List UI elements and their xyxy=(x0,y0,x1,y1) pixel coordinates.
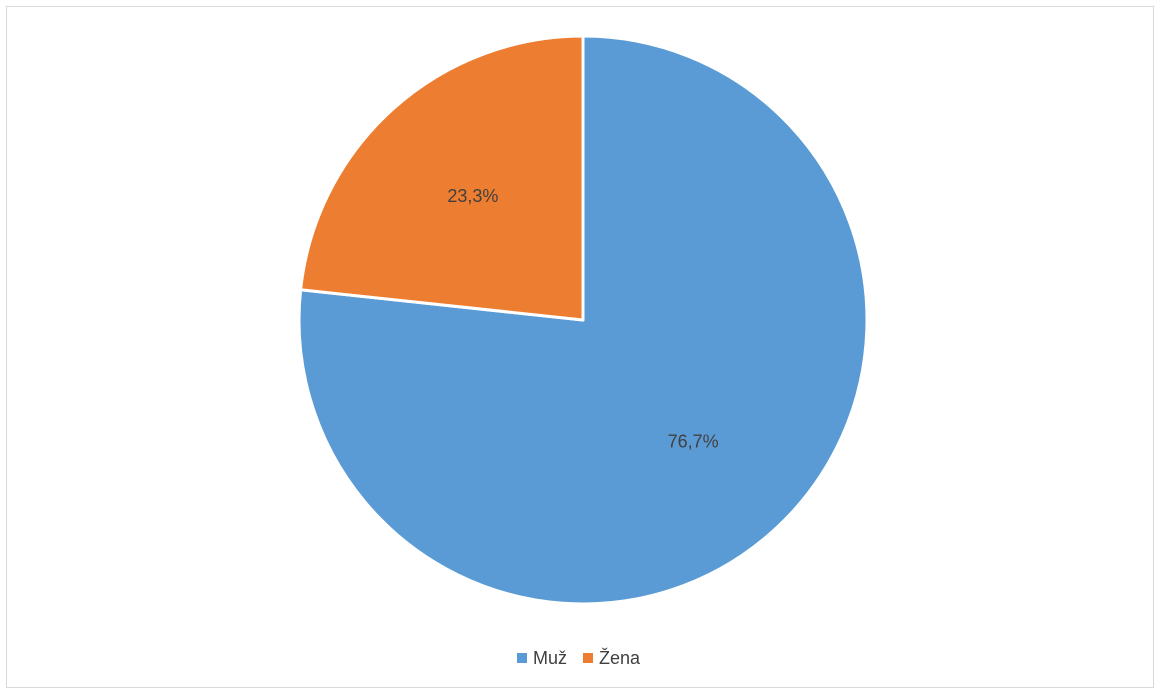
data-label-muz: 76,7% xyxy=(668,431,719,451)
legend-swatch-zena xyxy=(582,653,593,663)
legend-item-muz: Muž xyxy=(516,647,567,669)
legend: Muž Žena xyxy=(0,646,1157,670)
data-labels: 76,7% 23,3% xyxy=(447,186,718,451)
legend-label-zena: Žena xyxy=(598,647,641,668)
legend-item-zena: Žena xyxy=(582,647,641,669)
legend-label-muz: Muž xyxy=(532,647,567,668)
pie-slices xyxy=(297,34,869,606)
data-label-zena: 23,3% xyxy=(447,186,498,206)
legend-swatch-muz xyxy=(516,653,527,663)
pie-slice-zena xyxy=(299,34,585,322)
